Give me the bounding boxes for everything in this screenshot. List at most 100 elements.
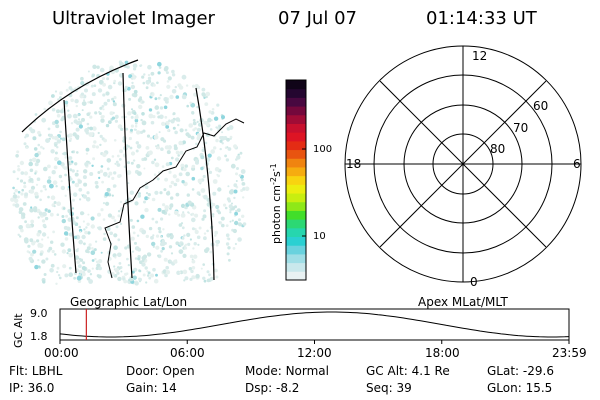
photon-speck — [227, 147, 232, 151]
photon-speck — [33, 147, 38, 151]
photon-speck — [127, 161, 130, 165]
photon-speck — [178, 223, 183, 227]
geographic-lat-lon-title: Geographic Lat/Lon — [70, 295, 188, 309]
photon-speck — [12, 194, 18, 199]
photon-speck — [126, 170, 132, 175]
photon-speck — [134, 118, 139, 123]
photon-speck — [164, 273, 168, 278]
photon-speck — [37, 143, 41, 147]
mlat-label-70: 70 — [513, 121, 528, 135]
photon-speck — [144, 185, 149, 189]
photon-speck — [99, 169, 104, 173]
photon-speck — [79, 231, 82, 233]
photon-speck — [77, 264, 82, 268]
photon-speck — [189, 277, 193, 281]
photon-speck — [101, 105, 105, 108]
photon-speck — [109, 231, 113, 236]
status-glat: GLat: -29.6 — [487, 364, 554, 378]
photon-speck — [59, 91, 63, 96]
photon-speck — [29, 238, 34, 243]
photon-speck — [206, 278, 211, 283]
photon-speck — [181, 226, 185, 230]
photon-speck — [17, 168, 21, 172]
photon-speck — [241, 182, 246, 186]
photon-speck — [55, 124, 60, 129]
photon-speck — [19, 235, 22, 238]
latitude-line — [21, 59, 139, 133]
photon-speck — [200, 155, 205, 160]
photon-speck — [133, 111, 137, 115]
photon-speck — [87, 250, 90, 254]
photon-speck — [106, 98, 111, 103]
photon-speck — [169, 94, 174, 100]
photon-speck — [101, 76, 105, 81]
photon-speck — [27, 244, 31, 248]
photon-speck — [38, 243, 44, 249]
photon-speck — [128, 97, 132, 101]
photon-speck — [103, 138, 107, 143]
photon-speck — [69, 232, 74, 237]
photon-speck — [236, 208, 241, 213]
photon-speck — [148, 150, 153, 155]
colorbar-segment — [286, 106, 306, 116]
photon-speck — [118, 158, 122, 161]
photon-speck — [130, 128, 133, 132]
status-flt: Flt: LBHL — [9, 364, 63, 378]
photon-speck — [173, 182, 178, 187]
photon-speck — [85, 147, 90, 152]
photon-speck — [191, 212, 195, 216]
photon-speck — [132, 275, 137, 280]
photon-speck — [127, 264, 130, 267]
photon-speck — [190, 102, 196, 108]
photon-speck — [75, 104, 79, 108]
photon-speck — [134, 115, 139, 120]
photon-speck — [219, 147, 222, 151]
photon-speck — [196, 120, 199, 123]
photon-speck — [68, 252, 73, 258]
photon-speck — [152, 83, 156, 87]
photon-speck — [50, 240, 54, 244]
photon-speck — [205, 91, 211, 97]
photon-speck — [186, 193, 190, 197]
photon-speck — [86, 222, 90, 226]
photon-speck — [12, 170, 16, 174]
photon-speck — [10, 197, 15, 202]
photon-speck — [168, 245, 173, 249]
photon-speck — [209, 250, 212, 254]
photon-speck — [120, 270, 123, 273]
photon-speck — [143, 73, 146, 76]
photon-speck — [129, 218, 133, 222]
photon-speck — [154, 162, 160, 168]
photon-speck — [215, 243, 219, 247]
photon-speck — [150, 71, 155, 76]
photon-speck — [165, 265, 169, 270]
photon-speck — [170, 203, 174, 207]
photon-speck — [58, 174, 63, 179]
photon-speck — [207, 117, 212, 123]
photon-speck — [166, 80, 170, 83]
photon-speck — [90, 250, 96, 255]
photon-speck — [156, 111, 160, 115]
photon-speck — [64, 237, 69, 241]
photon-speck — [97, 171, 101, 174]
photon-speck — [206, 229, 209, 233]
photon-speck — [12, 186, 15, 190]
photon-speck — [47, 195, 50, 199]
photon-speck — [151, 197, 156, 202]
photon-speck — [81, 109, 84, 112]
photon-speck — [178, 85, 184, 90]
photon-speck — [12, 203, 16, 207]
status-mode: Mode: Normal — [245, 364, 329, 378]
photon-speck — [239, 151, 243, 155]
photon-speck — [229, 220, 232, 223]
photon-speck — [56, 213, 60, 216]
photon-speck — [82, 220, 85, 223]
photon-speck — [29, 158, 33, 162]
photon-speck — [187, 242, 191, 246]
photon-speck — [155, 145, 158, 148]
photon-speck — [174, 85, 177, 89]
photon-speck — [112, 102, 117, 107]
colorbar-segment — [286, 80, 306, 90]
photon-speck — [108, 171, 113, 176]
photon-speck — [66, 252, 69, 255]
